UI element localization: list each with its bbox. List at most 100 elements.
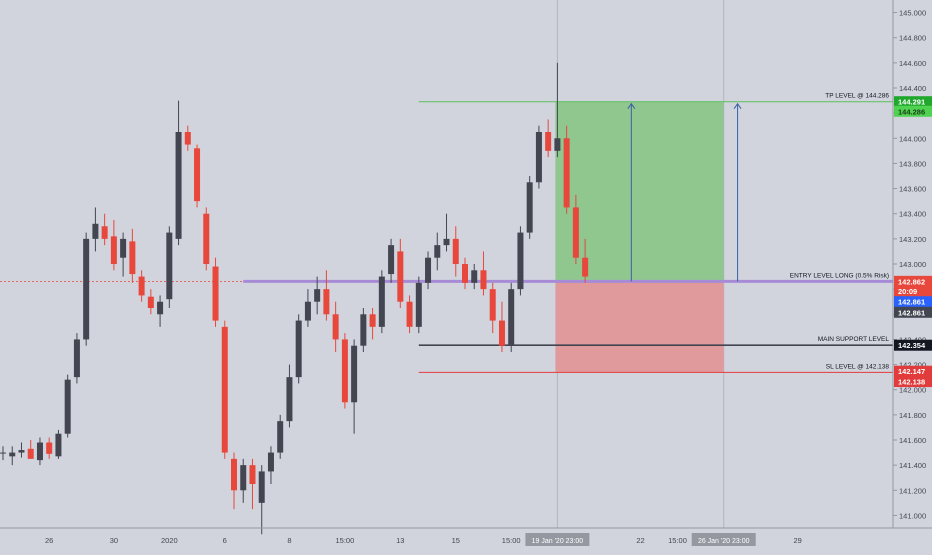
candle-body [452, 238, 459, 264]
time-tick-label: 13 [396, 536, 404, 545]
time-tick-label: 15 [452, 536, 460, 545]
candle-body [508, 289, 515, 346]
price-tick-label: 144.800 [899, 34, 926, 43]
price-tick-label: 141.200 [899, 486, 926, 495]
price-tick-label: 141.800 [899, 411, 926, 420]
candle-body [582, 257, 589, 277]
candle-body [36, 442, 43, 461]
candle-body [231, 458, 237, 491]
level-label: TP LEVEL @ 144.286 [825, 93, 889, 100]
price-tag [894, 275, 932, 287]
price-tag [894, 339, 932, 351]
time-tick-label: 22 [636, 536, 644, 545]
price-tag [894, 365, 932, 377]
date-highlight-label: 19 Jan '20 23:00 [532, 538, 584, 545]
candle-body [471, 270, 478, 283]
candle-body [120, 238, 127, 258]
time-tick-label: 15:00 [668, 536, 687, 545]
candle-body [203, 213, 210, 264]
date-highlight-label: 26 Jan '20 23:00 [698, 538, 750, 545]
candle-body [240, 465, 247, 491]
date-highlight-box [691, 533, 756, 546]
profit-zone [555, 101, 724, 282]
candle-body [443, 238, 450, 246]
candle-body [27, 448, 34, 459]
candle-body [360, 314, 367, 346]
candle-body [332, 314, 339, 340]
candle-body [434, 245, 441, 258]
time-tick-label: 29 [793, 536, 801, 545]
candle-body [425, 257, 432, 283]
time-tick-label: 8 [287, 536, 291, 545]
price-tag-label: 142.138 [898, 378, 925, 387]
date-highlight-box [525, 533, 590, 546]
price-tag [894, 306, 932, 318]
time-tick-label: 15:00 [502, 536, 521, 545]
price-tag-label: 144.286 [898, 107, 925, 116]
candle-body [184, 132, 191, 145]
price-tick-label: 144.600 [899, 59, 926, 68]
price-tag [894, 296, 932, 308]
candle-body [351, 345, 358, 403]
target-arrow-head [627, 102, 636, 109]
candle-body [341, 339, 348, 403]
candle-body [175, 132, 182, 239]
candle-body [572, 207, 579, 258]
price-tag-label: 142.861 [898, 308, 925, 317]
candle-body [406, 301, 413, 327]
candle-body [535, 132, 542, 183]
price-tick-label: 145.000 [899, 9, 926, 18]
candle-body [323, 289, 330, 315]
candle-body [277, 421, 284, 453]
candle-body [212, 266, 219, 321]
candle-body [129, 241, 136, 275]
price-tag [894, 376, 932, 388]
candle-body [415, 282, 422, 327]
price-tag [894, 285, 932, 297]
candle-body [221, 326, 228, 453]
price-tag [894, 96, 932, 108]
time-tick-label: 2020 [161, 536, 178, 545]
loss-zone [555, 281, 724, 373]
candle-body [9, 452, 16, 457]
candle-body [295, 320, 302, 378]
candle-body [64, 379, 71, 434]
candle-body [397, 251, 404, 302]
candle-body [480, 270, 487, 290]
candle-body [258, 471, 265, 503]
price-tick-label: 141.000 [899, 511, 926, 520]
candle-body [286, 377, 293, 422]
time-tick-label: 15:00 [335, 536, 354, 545]
candle-body [55, 433, 62, 457]
price-tick-label: 143.200 [899, 235, 926, 244]
candle-body [378, 276, 385, 327]
candle-body [157, 301, 164, 315]
price-tag-label: 144.291 [898, 98, 925, 107]
candle-body [18, 450, 25, 453]
level-label: MAIN SUPPORT LEVEL [818, 336, 890, 343]
candle-body [101, 226, 108, 239]
price-tag-label: 142.861 [898, 298, 925, 307]
time-tick-label: 6 [223, 536, 227, 545]
level-label: ENTRY LEVEL LONG (0.5% Risk) [790, 272, 889, 279]
price-tick-label: 142.000 [899, 386, 926, 395]
time-tick-label: 30 [110, 536, 118, 545]
price-tag-label: 20:09 [898, 287, 917, 296]
price-tick-label: 143.000 [899, 260, 926, 269]
candle-body [462, 264, 468, 283]
candle-body [46, 442, 53, 454]
candle-body [110, 236, 117, 264]
candle-body [388, 245, 395, 275]
candle-body [314, 289, 321, 302]
candle-body [489, 289, 496, 321]
candle-body [498, 320, 505, 346]
candle-body [92, 223, 99, 239]
candle-body [166, 232, 173, 300]
price-tick-label: 141.400 [899, 461, 926, 470]
candle-body [563, 138, 570, 208]
target-arrow-head [733, 102, 742, 109]
candle-body [517, 232, 524, 290]
candle-body [304, 301, 311, 321]
